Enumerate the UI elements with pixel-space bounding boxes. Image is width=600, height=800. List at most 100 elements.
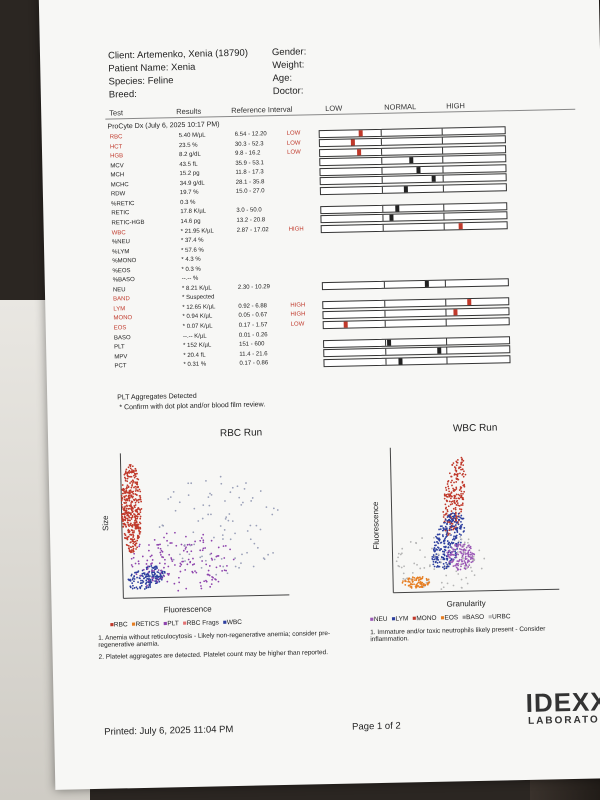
- gauge-marker: [357, 148, 362, 155]
- gauge-marker: [431, 175, 436, 183]
- row-test-name: MCV: [110, 162, 124, 170]
- col-test: Test: [109, 108, 124, 118]
- row-result: * 57.6 %: [181, 247, 204, 254]
- gauge-marker: [437, 347, 442, 354]
- range-gauge: [319, 183, 507, 195]
- lab-report-paper: Client: Artemenko, Xenia (18790) Patient…: [38, 0, 600, 790]
- row-reference: 15.0 - 27.0: [235, 188, 265, 196]
- gauge-divider: [381, 186, 383, 193]
- rbc-dot-cloud: [120, 463, 279, 592]
- gauge-divider: [381, 148, 383, 155]
- row-flag: LOW: [286, 140, 301, 147]
- procyte-run-label: ProCyte Dx (July 6, 2025 10:17 PM): [107, 121, 220, 131]
- row-flag: LOW: [290, 321, 305, 328]
- row-flag: HIGH: [288, 225, 304, 233]
- client-name: Client: Artemenko, Xenia (18790): [107, 47, 249, 62]
- row-reference: 2.30 - 10.29: [237, 284, 270, 291]
- row-result: 5.40 M/µL: [178, 132, 206, 140]
- legend-label: WBC: [226, 618, 243, 627]
- row-reference: 35.9 - 53.1: [235, 159, 265, 167]
- row-test-name: %RETIC: [111, 200, 135, 208]
- gauge-marker: [386, 339, 392, 346]
- gauge-divider: [441, 128, 443, 135]
- row-result: * 0.94 K/µL: [182, 313, 213, 321]
- row-result: * 21.95 K/µL: [180, 227, 214, 235]
- row-reference: 0.05 - 0.67: [238, 312, 268, 320]
- wbc-y-label: Fluorescence: [370, 501, 381, 550]
- gauge-divider: [444, 280, 447, 287]
- row-reference: 6.54 - 12.20: [234, 131, 267, 138]
- wbc-legend: ■NEU ■LYM ■MONO ■EOS ■BASO ■URBC: [370, 613, 515, 623]
- row-result: * 0.31 %: [183, 361, 207, 369]
- row-test-name: BASO: [113, 334, 131, 342]
- row-reference: 30.3 - 52.3: [234, 140, 264, 148]
- row-test-name: PLT: [114, 344, 125, 351]
- row-result: 19.7 %: [179, 189, 199, 197]
- gauge-marker: [358, 129, 363, 136]
- gauge-divider: [380, 138, 382, 145]
- gauge-marker: [351, 139, 356, 146]
- gauge-divider: [441, 137, 444, 144]
- row-test-name: NEU: [112, 287, 126, 294]
- row-result: --.-- %: [181, 275, 199, 283]
- rbc-x-axis: [123, 594, 290, 599]
- row-reference: 0.17 - 1.57: [238, 322, 268, 329]
- row-flag: LOW: [287, 149, 301, 156]
- row-reference: 0.92 - 6.88: [238, 303, 268, 310]
- legend-label: URBC: [492, 613, 511, 621]
- doctor: Doctor:: [272, 85, 304, 98]
- row-test-name: MCH: [110, 172, 125, 179]
- row-test-name: LYM: [113, 306, 126, 313]
- col-high: HIGH: [446, 101, 465, 111]
- species: Species: Feline: [108, 75, 174, 88]
- gauge-divider: [442, 147, 444, 154]
- patient-name: Patient Name: Xenia: [108, 61, 196, 75]
- gauge-divider: [445, 309, 447, 316]
- rbc-x-label: Fluorescence: [163, 604, 212, 615]
- age: Age:: [272, 72, 293, 85]
- legend-label: PLT: [167, 620, 179, 628]
- row-test-name: %BASO: [112, 277, 135, 284]
- gauge-divider: [385, 348, 387, 355]
- row-result: 15.2 pg: [179, 170, 200, 178]
- col-normal: NORMAL: [384, 102, 417, 112]
- row-result: 43.5 fL: [179, 161, 198, 168]
- col-low: LOW: [325, 103, 343, 114]
- row-result: --.-- K/µL: [182, 333, 207, 340]
- row-reference: 28.1 - 35.8: [235, 179, 265, 186]
- wbc-dot-cloud: [395, 456, 486, 590]
- gauge-marker: [458, 223, 463, 230]
- row-flag: HIGH: [290, 311, 306, 319]
- legend-label: MONO: [416, 614, 437, 623]
- row-test-name: BAND: [113, 296, 130, 303]
- gauge-divider: [380, 129, 382, 136]
- gauge-divider: [382, 205, 384, 212]
- wbc-x-label: Granularity: [446, 598, 486, 609]
- row-test-name: %LYM: [112, 248, 130, 256]
- rbc-y-label: Size: [100, 515, 111, 532]
- row-test-name: %NEU: [111, 239, 131, 246]
- row-reference: 9.8 - 16.2: [235, 150, 261, 158]
- weight: Weight:: [272, 59, 305, 72]
- row-reference: 151 - 600: [239, 341, 265, 348]
- row-result: * 0.07 K/µL: [182, 323, 213, 331]
- row-test-name: HCT: [109, 143, 123, 151]
- row-test-name: %MONO: [112, 258, 137, 265]
- gauge-divider: [445, 299, 447, 306]
- gauge-marker: [409, 157, 414, 164]
- row-reference: 11.4 - 21.6: [239, 350, 268, 358]
- row-result: * Suspected: [182, 294, 215, 302]
- gauge-divider: [443, 213, 445, 220]
- wbc-dot-plot: [389, 447, 560, 594]
- col-results: Results: [176, 106, 202, 117]
- row-reference: 2.87 - 17.02: [236, 226, 269, 234]
- gender: Gender:: [271, 46, 307, 59]
- row-result: 8.2 g/dL: [179, 151, 201, 159]
- legend-label: RBC Frags: [186, 619, 219, 628]
- row-result: 34.9 g/dL: [179, 180, 205, 187]
- row-test-name: MCHC: [110, 181, 129, 189]
- row-result: 0.3 %: [180, 199, 196, 206]
- wbc-comment-1: 1. Immature and/or toxic neutrophils lik…: [370, 625, 546, 644]
- row-reference: 11.8 - 17.3: [235, 169, 264, 177]
- rbc-y-axis: [119, 453, 124, 599]
